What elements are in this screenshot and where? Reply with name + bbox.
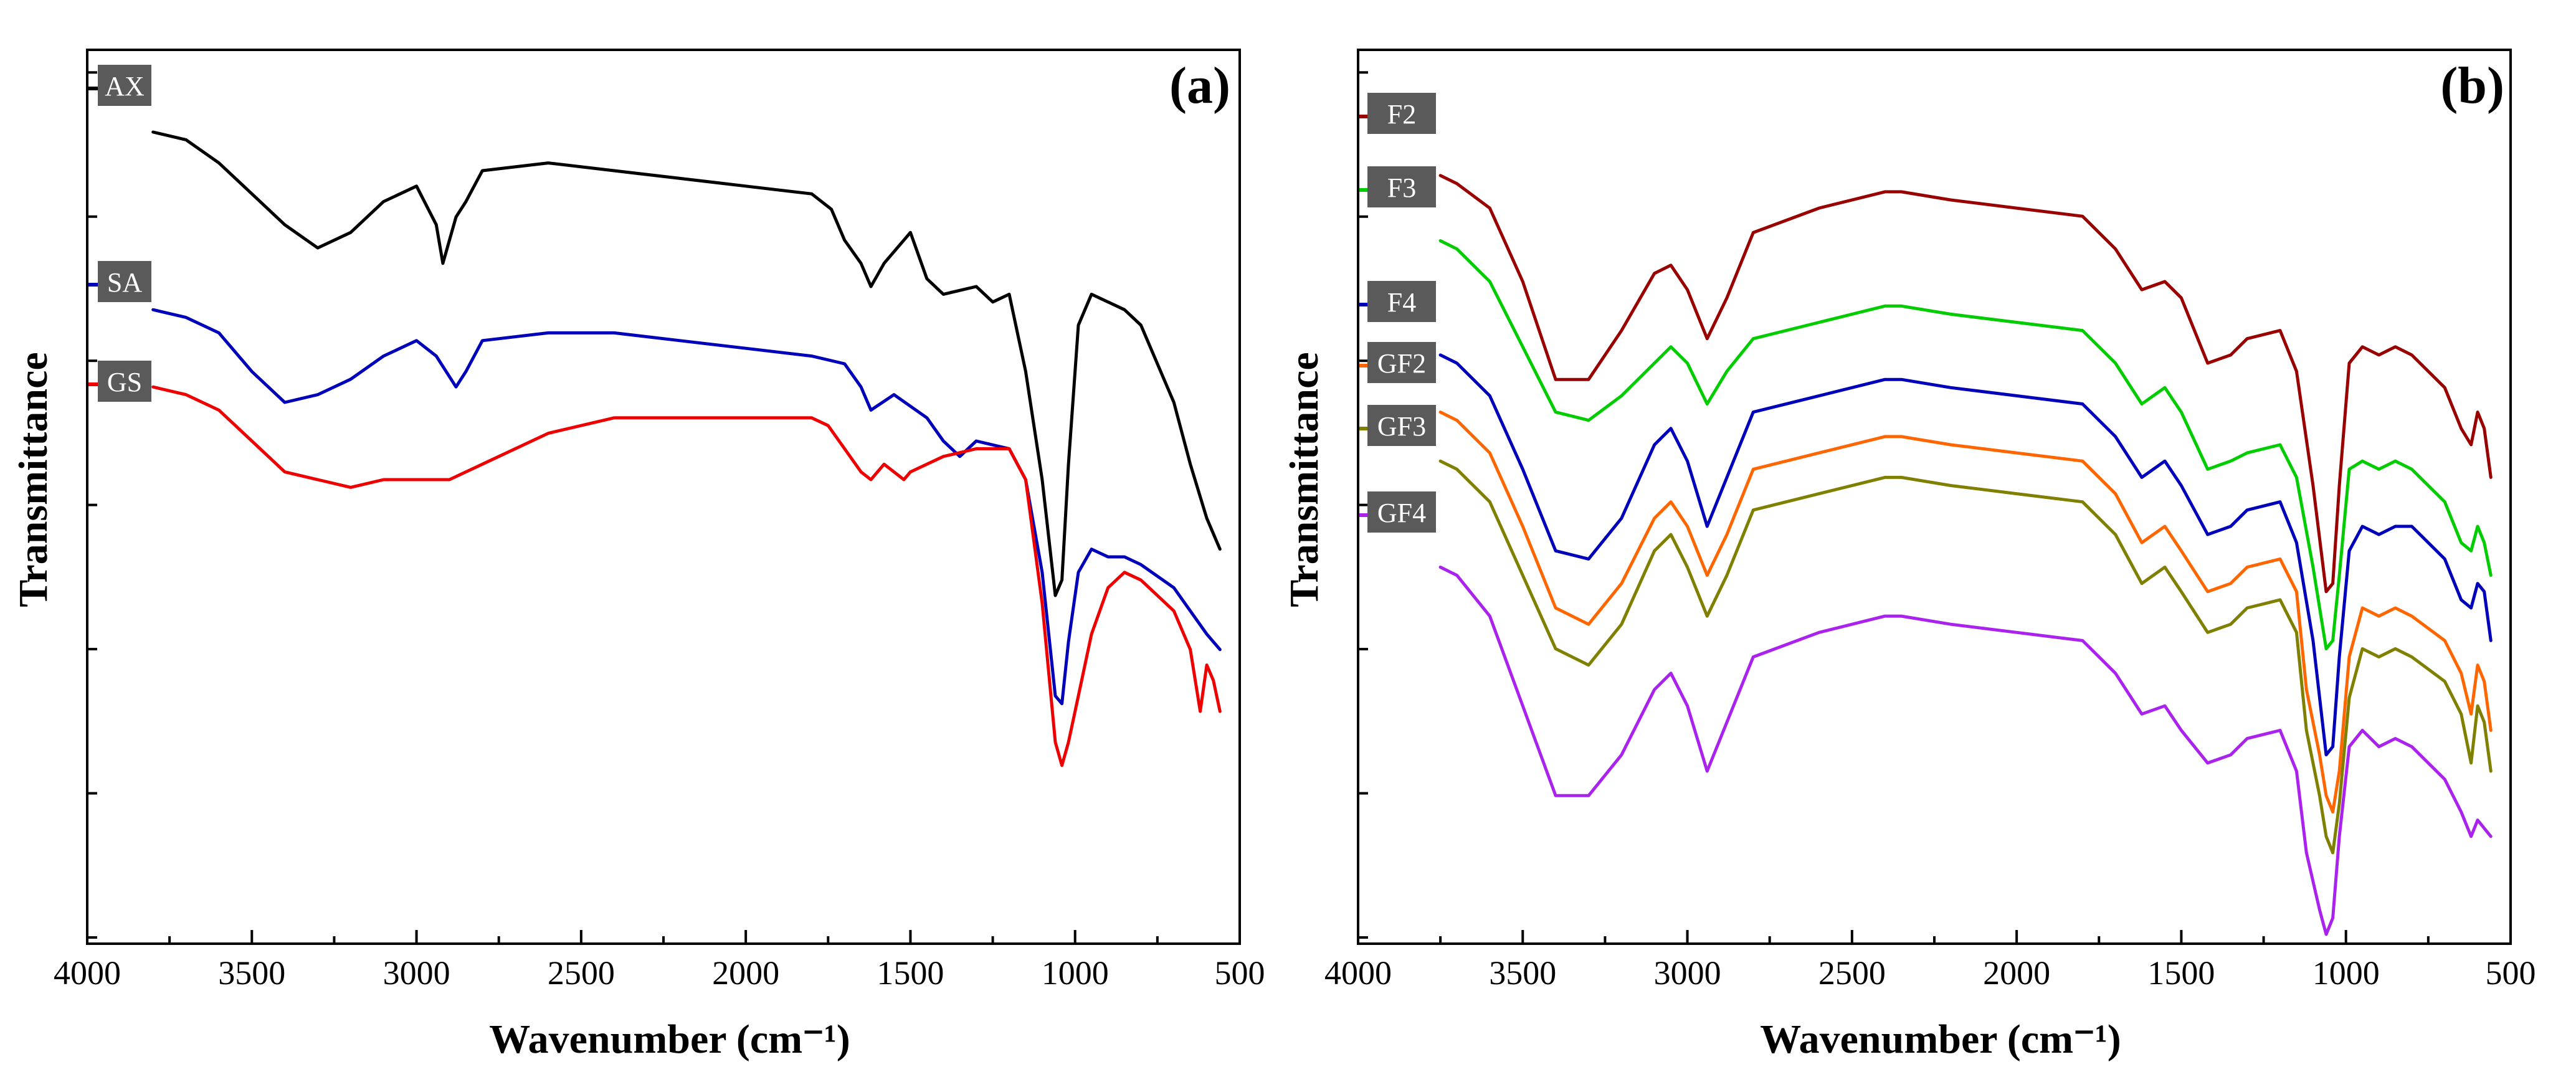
panel-b-label: (b) (2440, 57, 2504, 115)
series-line-gs (151, 385, 1222, 767)
panel-b: Transmittance Wavenumber (cm⁻¹) (b) 4000… (1281, 49, 2536, 1062)
x-tick-label: 3000 (1654, 954, 1721, 992)
x-tick-label: 3500 (1489, 954, 1556, 992)
legend-label-f3: F3 (1387, 173, 1416, 203)
legend-box-ax (98, 65, 151, 106)
series-line-gf2 (1438, 410, 2493, 814)
legend-box-gf3 (1367, 405, 1436, 446)
panel-b-xlabel: Wavenumber (cm⁻¹) (1760, 1017, 2121, 1062)
legend-box-gf4 (1367, 491, 1436, 533)
x-tick-label: 4000 (54, 954, 121, 992)
x-tick-label: 3500 (218, 954, 285, 992)
series-line-gf3 (1438, 459, 2493, 855)
legend-label-f4: F4 (1387, 287, 1416, 318)
panel-a-label: (a) (1169, 57, 1230, 115)
panel-a-xlabel: Wavenumber (cm⁻¹) (489, 1017, 850, 1062)
x-tick-label: 4000 (1324, 954, 1392, 992)
panel-a: Transmittance Wavenumber (cm⁻¹) (a) 4000… (11, 49, 1265, 1062)
x-tick-label: 1500 (2147, 954, 2215, 992)
legend-label-ax: AX (105, 71, 145, 102)
x-tick-label: 1000 (2312, 954, 2380, 992)
legend-box-f3 (1367, 166, 1436, 207)
x-tick-label: 2500 (548, 954, 615, 992)
legend-label-gf4: GF4 (1377, 498, 1426, 528)
legend-box-sa (98, 261, 151, 302)
panel-b-ylabel: Transmittance (1281, 352, 1327, 607)
series-line-f3 (1438, 239, 2493, 650)
x-tick-label: 2500 (1818, 954, 1886, 992)
x-tick-label: 1500 (877, 954, 944, 992)
x-tick-label: 500 (1215, 954, 1265, 992)
x-tick-label: 2000 (712, 954, 779, 992)
legend-label-gs: GS (107, 367, 142, 397)
legend-box-f4 (1367, 281, 1436, 322)
x-tick-label: 1000 (1042, 954, 1109, 992)
legend-box-f2 (1367, 93, 1436, 134)
legend-label-gf3: GF3 (1377, 411, 1426, 442)
x-tick-label: 2000 (1983, 954, 2050, 992)
legend-box-gf2 (1367, 342, 1436, 383)
x-tick-label: 3000 (383, 954, 450, 992)
series-line-sa (151, 308, 1222, 706)
legend-label-sa: SA (107, 267, 142, 298)
legend-label-f2: F2 (1387, 99, 1416, 130)
series-line-gf4 (1438, 566, 2493, 936)
legend-label-gf2: GF2 (1377, 348, 1426, 379)
series-line-ax (151, 130, 1222, 597)
x-tick-label: 500 (2486, 954, 2536, 992)
panel-a-ylabel: Transmittance (11, 352, 56, 607)
series-line-f4 (1438, 353, 2493, 757)
legend-box-gs (98, 361, 151, 402)
series-line-f2 (1438, 174, 2493, 594)
